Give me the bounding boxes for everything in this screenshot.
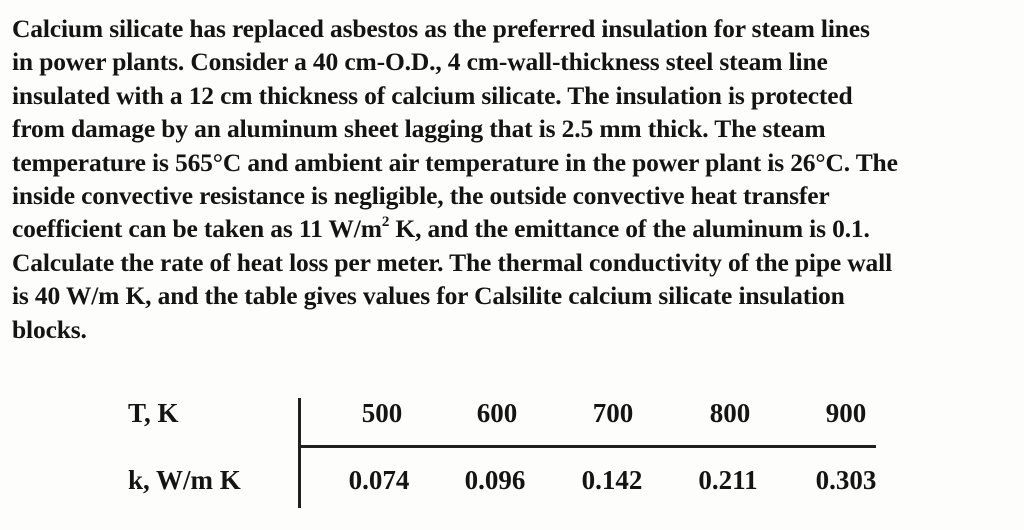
text-segment: K, and the emittance of the aluminum is … (389, 214, 870, 244)
row-label-temperature: T, K (128, 398, 179, 428)
table-cell-conductivity: 0.211 (698, 465, 758, 495)
conductivity-table: T, K k, W/m K 500 600 700 800 900 0.074 … (122, 398, 902, 508)
row-label-conductivity: k, W/m K (128, 465, 241, 495)
text-line: Calcium silicate has replaced asbestos a… (12, 14, 870, 43)
table-cell-temperature: 500 (361, 398, 403, 428)
table-cell-temperature: 900 (825, 398, 867, 428)
text-line: temperature is 565°C and ambient air tem… (12, 147, 898, 177)
text-line: blocks. (12, 314, 87, 344)
text-segment: coefficient can be taken as 11 W/m (12, 214, 382, 244)
table-cell-conductivity: 0.074 (348, 465, 410, 495)
table-cell-conductivity: 0.096 (464, 465, 526, 495)
table-cell-temperature: 700 (592, 398, 634, 428)
table-horizontal-rule (300, 445, 876, 448)
superscript: 2 (381, 213, 390, 230)
text-line: coefficient can be taken as 11 W/m2 K, a… (12, 212, 1002, 245)
text-line: is 40 W/m K, and the table gives values … (12, 281, 845, 311)
text-line: insulated with a 12 cm thickness of calc… (12, 80, 853, 110)
problem-statement: Calcium silicate has replaced asbestos a… (12, 12, 1002, 346)
table-vertical-rule (298, 398, 301, 508)
text-line: in power plants. Consider a 40 cm-O.D., … (12, 47, 828, 77)
text-line: from damage by an aluminum sheet lagging… (12, 114, 826, 144)
table-cell-conductivity: 0.303 (815, 465, 877, 495)
table-cell-conductivity: 0.142 (581, 465, 643, 495)
text-line: Calculate the rate of heat loss per mete… (12, 247, 893, 277)
table-cell-temperature: 800 (709, 398, 751, 428)
text-line: inside convective resistance is negligib… (12, 181, 830, 211)
table-cell-temperature: 600 (476, 398, 518, 428)
